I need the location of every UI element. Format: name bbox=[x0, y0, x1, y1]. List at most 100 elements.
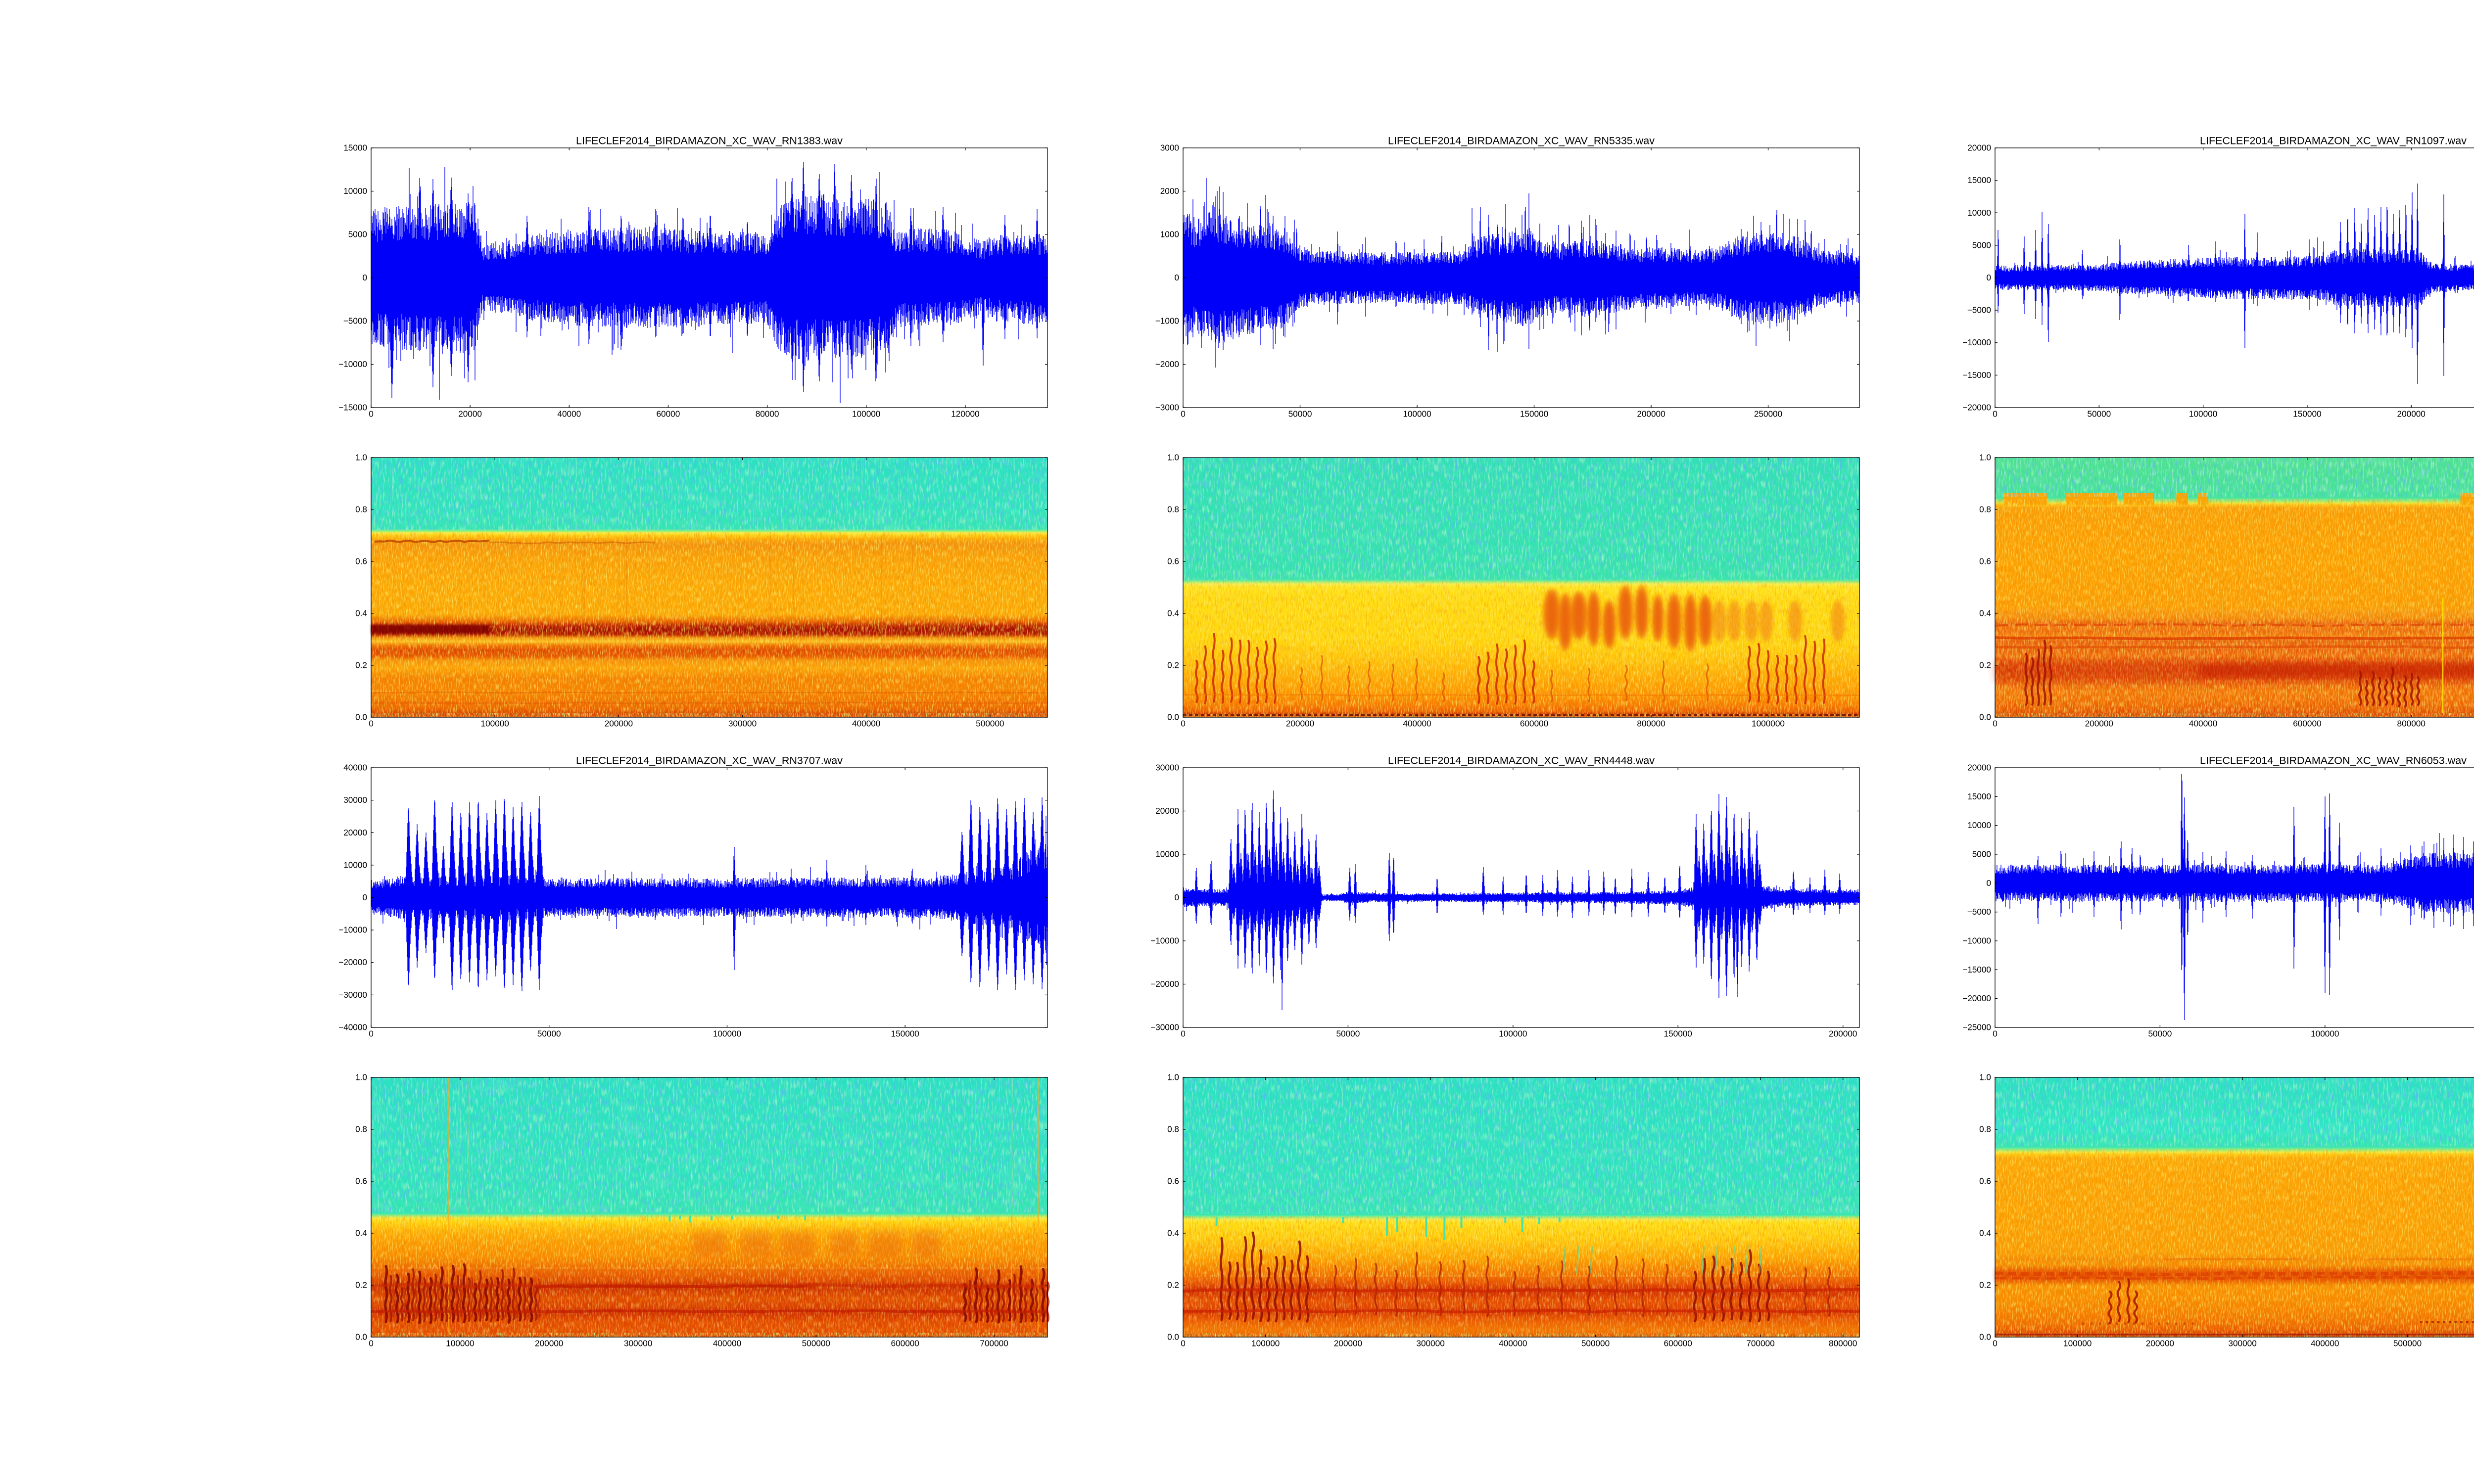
svg-text:200000: 200000 bbox=[605, 719, 633, 729]
svg-text:−15000: −15000 bbox=[338, 403, 367, 413]
svg-text:300000: 300000 bbox=[624, 1339, 652, 1348]
svg-text:0.0: 0.0 bbox=[1167, 1332, 1179, 1342]
svg-text:−30000: −30000 bbox=[1150, 1022, 1179, 1032]
svg-text:−20000: −20000 bbox=[1962, 993, 1991, 1003]
svg-text:800000: 800000 bbox=[1637, 719, 1665, 729]
svg-text:500000: 500000 bbox=[2393, 1339, 2422, 1348]
svg-text:−10000: −10000 bbox=[1962, 936, 1991, 946]
svg-text:250000: 250000 bbox=[1754, 409, 1782, 419]
svg-text:150000: 150000 bbox=[2293, 409, 2321, 419]
svg-text:400000: 400000 bbox=[852, 719, 880, 729]
svg-text:200000: 200000 bbox=[2146, 1339, 2174, 1348]
svg-text:400000: 400000 bbox=[713, 1339, 741, 1348]
svg-text:10000: 10000 bbox=[1155, 849, 1179, 859]
svg-text:700000: 700000 bbox=[980, 1339, 1008, 1348]
svg-text:0.0: 0.0 bbox=[355, 1332, 367, 1342]
svg-text:30000: 30000 bbox=[343, 795, 367, 805]
svg-text:600000: 600000 bbox=[1520, 719, 1548, 729]
svg-text:0.6: 0.6 bbox=[355, 1176, 367, 1186]
svg-text:0.8: 0.8 bbox=[1979, 1124, 1991, 1134]
svg-text:150000: 150000 bbox=[891, 1029, 919, 1039]
svg-text:0: 0 bbox=[1181, 1029, 1186, 1039]
svg-text:40000: 40000 bbox=[343, 763, 367, 773]
svg-text:400000: 400000 bbox=[1499, 1339, 1527, 1348]
svg-text:0: 0 bbox=[362, 892, 367, 902]
svg-text:2000: 2000 bbox=[1160, 186, 1179, 196]
svg-text:0: 0 bbox=[369, 1029, 374, 1039]
svg-text:10000: 10000 bbox=[1967, 820, 1991, 830]
svg-text:100000: 100000 bbox=[2063, 1339, 2092, 1348]
svg-text:150000: 150000 bbox=[1520, 409, 1548, 419]
svg-text:1.0: 1.0 bbox=[1167, 1072, 1179, 1082]
svg-text:0.6: 0.6 bbox=[1167, 556, 1179, 566]
svg-text:−3000: −3000 bbox=[1155, 403, 1179, 413]
svg-text:0.4: 0.4 bbox=[355, 608, 367, 618]
svg-text:0.2: 0.2 bbox=[355, 1280, 367, 1290]
svg-text:1.0: 1.0 bbox=[1979, 1072, 1991, 1082]
svg-text:LIFECLEF2014_BIRDAMAZON_XC_WAV: LIFECLEF2014_BIRDAMAZON_XC_WAV_RN1097.wa… bbox=[2200, 135, 2467, 147]
svg-text:0.6: 0.6 bbox=[1979, 1176, 1991, 1186]
svg-text:300000: 300000 bbox=[2228, 1339, 2256, 1348]
svg-text:15000: 15000 bbox=[343, 143, 367, 153]
svg-text:800000: 800000 bbox=[1829, 1339, 1857, 1348]
svg-text:400000: 400000 bbox=[2311, 1339, 2339, 1348]
svg-text:0.2: 0.2 bbox=[1979, 1280, 1991, 1290]
svg-text:0: 0 bbox=[369, 719, 374, 729]
svg-text:0.8: 0.8 bbox=[355, 1124, 367, 1134]
svg-text:0.6: 0.6 bbox=[1167, 1176, 1179, 1186]
svg-text:1000: 1000 bbox=[1160, 230, 1179, 239]
svg-text:30000: 30000 bbox=[1155, 763, 1179, 773]
svg-text:−1000: −1000 bbox=[1155, 316, 1179, 326]
svg-text:500000: 500000 bbox=[976, 719, 1004, 729]
svg-text:0: 0 bbox=[1986, 878, 1991, 888]
svg-text:0.0: 0.0 bbox=[355, 712, 367, 722]
svg-text:0.8: 0.8 bbox=[1979, 505, 1991, 514]
svg-text:0.2: 0.2 bbox=[355, 660, 367, 670]
svg-text:5000: 5000 bbox=[1972, 240, 1991, 250]
svg-text:LIFECLEF2014_BIRDAMAZON_XC_WAV: LIFECLEF2014_BIRDAMAZON_XC_WAV_RN6053.wa… bbox=[2200, 755, 2467, 767]
svg-text:−15000: −15000 bbox=[1962, 965, 1991, 974]
svg-text:60000: 60000 bbox=[657, 409, 680, 419]
svg-text:−10000: −10000 bbox=[338, 359, 367, 369]
svg-text:0.8: 0.8 bbox=[355, 505, 367, 514]
svg-text:100000: 100000 bbox=[1499, 1029, 1527, 1039]
svg-text:0.0: 0.0 bbox=[1167, 712, 1179, 722]
svg-text:600000: 600000 bbox=[891, 1339, 919, 1348]
svg-text:1000000: 1000000 bbox=[1752, 719, 1785, 729]
svg-text:200000: 200000 bbox=[2397, 409, 2426, 419]
svg-text:0: 0 bbox=[1174, 273, 1179, 282]
svg-text:20000: 20000 bbox=[458, 409, 482, 419]
svg-text:800000: 800000 bbox=[2397, 719, 2426, 729]
svg-text:0: 0 bbox=[1993, 409, 1998, 419]
svg-text:200000: 200000 bbox=[1829, 1029, 1857, 1039]
svg-text:0: 0 bbox=[369, 1339, 374, 1348]
svg-text:100000: 100000 bbox=[713, 1029, 741, 1039]
svg-text:5000: 5000 bbox=[1972, 849, 1991, 859]
svg-text:−20000: −20000 bbox=[338, 957, 367, 967]
svg-text:1.0: 1.0 bbox=[1167, 453, 1179, 463]
svg-text:150000: 150000 bbox=[1664, 1029, 1692, 1039]
svg-text:0.2: 0.2 bbox=[1167, 1280, 1179, 1290]
svg-text:−10000: −10000 bbox=[1962, 337, 1991, 347]
svg-text:200000: 200000 bbox=[2085, 719, 2113, 729]
svg-text:20000: 20000 bbox=[1967, 763, 1991, 773]
svg-text:3000: 3000 bbox=[1160, 143, 1179, 153]
svg-text:0: 0 bbox=[362, 273, 367, 282]
svg-text:100000: 100000 bbox=[481, 719, 509, 729]
svg-text:−10000: −10000 bbox=[1150, 936, 1179, 946]
svg-text:0.2: 0.2 bbox=[1979, 660, 1991, 670]
svg-text:−40000: −40000 bbox=[338, 1022, 367, 1032]
svg-text:LIFECLEF2014_BIRDAMAZON_XC_WAV: LIFECLEF2014_BIRDAMAZON_XC_WAV_RN1383.wa… bbox=[576, 135, 843, 147]
svg-text:100000: 100000 bbox=[852, 409, 880, 419]
svg-text:600000: 600000 bbox=[2293, 719, 2321, 729]
svg-text:500000: 500000 bbox=[802, 1339, 830, 1348]
svg-text:20000: 20000 bbox=[343, 828, 367, 837]
svg-text:0.6: 0.6 bbox=[355, 556, 367, 566]
svg-text:0: 0 bbox=[1986, 273, 1991, 282]
svg-text:−30000: −30000 bbox=[338, 990, 367, 1000]
svg-text:400000: 400000 bbox=[2189, 719, 2217, 729]
svg-text:0: 0 bbox=[1181, 1339, 1186, 1348]
svg-text:600000: 600000 bbox=[1664, 1339, 1692, 1348]
svg-text:0: 0 bbox=[1181, 409, 1186, 419]
svg-text:0.8: 0.8 bbox=[1167, 505, 1179, 514]
